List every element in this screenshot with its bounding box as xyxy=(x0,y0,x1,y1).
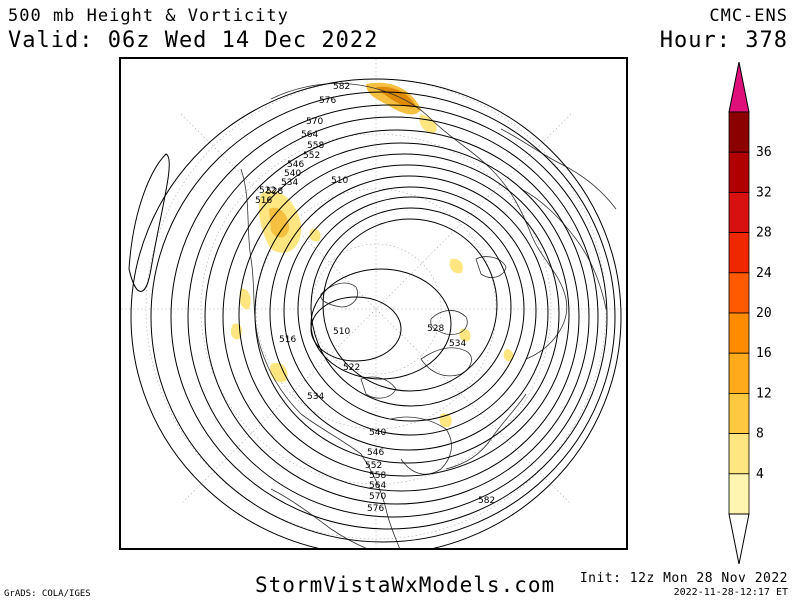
colorbar-tick-label: 28 xyxy=(756,226,772,241)
colorbar-tick-label: 4 xyxy=(756,467,764,482)
contour-labels: 582 576 570 564 558 552 546 540 534 528 … xyxy=(255,82,495,514)
map-panel: 582 576 570 564 558 552 546 540 534 528 … xyxy=(119,57,628,550)
contour-label: 576 xyxy=(319,96,336,106)
contour-label: 564 xyxy=(369,481,386,491)
contour-label: 528 xyxy=(427,324,444,334)
colorbar-tick-label: 32 xyxy=(756,185,772,200)
model-name: CMC-ENS xyxy=(709,6,788,26)
colorbar-box xyxy=(728,312,750,354)
colorbar-box xyxy=(728,352,750,394)
forecast-hour: Hour: 378 xyxy=(659,28,788,53)
colorbar-tick-label: 12 xyxy=(756,386,772,401)
contour-label: 564 xyxy=(301,130,318,140)
valid-time: Valid: 06z Wed 14 Dec 2022 xyxy=(8,28,379,53)
grads-credit: GrADS: COLA/IGES xyxy=(4,589,91,599)
contour-label: 510 xyxy=(333,327,350,337)
contour-label: 546 xyxy=(367,448,384,458)
colorbar-box xyxy=(728,232,750,274)
colorbar-box xyxy=(728,151,750,193)
contour-label: 558 xyxy=(307,141,324,151)
contour-label: 576 xyxy=(367,504,384,514)
colorbar-tick-label: 16 xyxy=(756,346,772,361)
contour-label: 570 xyxy=(306,117,323,127)
colorbar: 36 32 28 24 20 16 12 8 4 xyxy=(725,61,785,572)
colorbar-svg: 36 32 28 24 20 16 12 8 4 xyxy=(728,61,772,565)
colorbar-tick-label: 8 xyxy=(756,427,764,442)
colorbar-top-arrow xyxy=(728,61,750,113)
contour-label: 570 xyxy=(369,492,386,502)
coastlines xyxy=(240,83,617,548)
colorbar-box xyxy=(728,272,750,314)
colorbar-tick-label: 20 xyxy=(756,306,772,321)
contour-label: 534 xyxy=(449,339,466,349)
contour-label: 516 xyxy=(255,196,272,206)
colorbar-boxes xyxy=(728,111,750,515)
map-svg: 582 576 570 564 558 552 546 540 534 528 … xyxy=(121,59,626,548)
site-name[interactable]: StormVistaWxModels.com xyxy=(255,573,556,597)
contour-label: 546 xyxy=(287,160,304,170)
height-contours xyxy=(128,78,622,548)
contour-label: 534 xyxy=(307,392,324,402)
contour-label: 558 xyxy=(369,471,386,481)
contour-label: 552 xyxy=(303,151,320,161)
contour-label: 534 xyxy=(281,178,298,188)
init-time: Init: 12z Mon 28 Nov 2022 xyxy=(579,571,788,586)
contour-label: 552 xyxy=(365,461,382,471)
contour-label: 522 xyxy=(343,363,360,373)
contour-label: 582 xyxy=(478,496,495,506)
chart-title: 500 mb Height & Vorticity xyxy=(8,6,289,26)
contour-label: 516 xyxy=(279,335,296,345)
generated-timestamp: 2022-11-28-12:17 ET xyxy=(673,587,788,598)
colorbar-box xyxy=(728,433,750,475)
contour-label: 510 xyxy=(331,176,348,186)
contour-label: 540 xyxy=(369,428,386,438)
contour-label: 528 xyxy=(266,187,283,197)
colorbar-tick-label: 36 xyxy=(756,145,772,160)
vorticity-shading xyxy=(231,82,514,428)
colorbar-ticks: 36 32 28 24 20 16 12 8 4 xyxy=(756,145,772,482)
colorbar-box xyxy=(728,191,750,233)
colorbar-box xyxy=(728,473,750,515)
colorbar-box xyxy=(728,392,750,434)
contour-label: 540 xyxy=(284,169,301,179)
colorbar-tick-label: 24 xyxy=(756,266,772,281)
contour-label: 582 xyxy=(333,82,350,92)
colorbar-bottom-arrow xyxy=(728,513,750,565)
contour-label: 522 xyxy=(259,186,276,196)
colorbar-box xyxy=(728,111,750,153)
